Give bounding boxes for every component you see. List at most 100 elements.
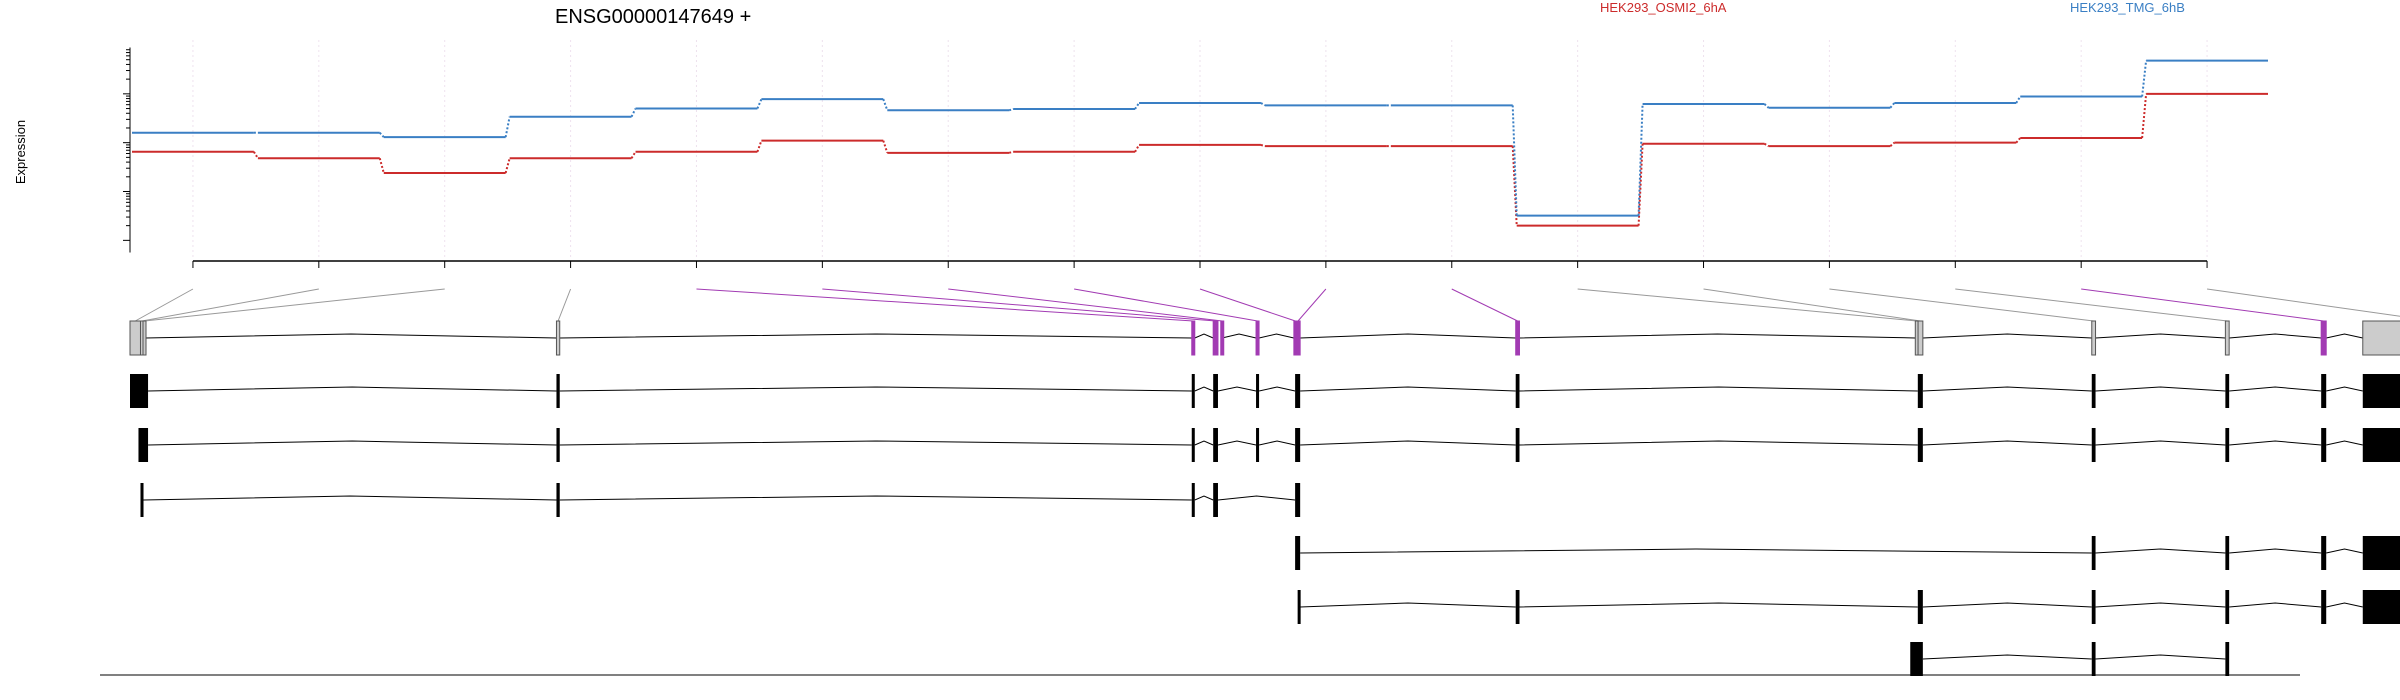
transcript-intron: [2095, 602, 2226, 608]
exon-connector-e001: [135, 288, 194, 322]
gene-intron: [1922, 333, 2092, 339]
series-connector: [2015, 137, 2021, 144]
transcript-intron: [1194, 440, 1214, 446]
transcript-exon: [130, 374, 149, 408]
gene-exon-e001: [129, 320, 141, 356]
series-connector: [882, 140, 889, 154]
transcript-intron: [559, 386, 1192, 392]
gene-exon-e003: [142, 320, 147, 356]
transcript-exon: [2091, 428, 2096, 462]
transcript-intron: [1519, 440, 1918, 446]
exon-connector-e005: [696, 288, 1194, 322]
series-line-1: [132, 92, 2268, 227]
exon-connector-e004: [557, 288, 572, 322]
transcript-intron: [2326, 386, 2363, 392]
transcript-intron: [2095, 548, 2226, 554]
transcript-intron: [1922, 440, 2092, 446]
gene-intron: [145, 333, 557, 339]
chart-title: ENSG00000147649 +: [555, 6, 751, 28]
transcript-5: [1297, 590, 2400, 624]
series-connector: [2141, 60, 2148, 97]
series-connector: [504, 157, 511, 174]
series-connector: [630, 151, 637, 159]
gene-intron: [2095, 333, 2226, 339]
transcript-exon: [2225, 642, 2230, 676]
transcript-exon: [1515, 374, 1520, 408]
y-axis: [123, 47, 131, 253]
transcript-exon: [1256, 374, 1260, 408]
transcript-intron: [2326, 440, 2363, 446]
transcript-exon: [1213, 428, 1218, 462]
transcript-exon: [2321, 428, 2327, 462]
transcript-intron: [1519, 602, 1918, 608]
series-connector: [378, 157, 385, 174]
gene-model: [129, 320, 2400, 356]
transcript-intron: [1922, 602, 2092, 608]
transcript-exon: [2362, 374, 2400, 408]
transcript-intron: [1300, 440, 1516, 446]
exon-connector-e006: [822, 288, 1216, 322]
transcript-exon: [1213, 374, 1218, 408]
gene-exon-e010: [1295, 320, 1301, 356]
transcript-intron: [2095, 440, 2226, 446]
series-connector: [756, 140, 763, 153]
gene-exon-e014: [2091, 320, 2097, 356]
transcript-intron: [143, 495, 557, 501]
gene-intron: [1258, 333, 1294, 339]
transcript-exon: [2091, 374, 2096, 408]
transcript-exon: [1295, 483, 1301, 517]
transcript-exon: [2225, 374, 2230, 408]
series-connector: [1134, 102, 1140, 110]
transcript-intron: [2095, 386, 2226, 392]
transcript-intron: [148, 440, 557, 446]
series-connector: [1889, 141, 1896, 147]
gene-exon-e015: [2224, 320, 2230, 356]
series-connector: [1134, 144, 1140, 153]
transcript-intron: [1217, 440, 1257, 446]
gene-exon-e016: [2320, 320, 2327, 356]
transcript-exon: [1295, 374, 1301, 408]
series-connector: [882, 98, 889, 111]
exon-connector-e014: [1829, 288, 2094, 322]
transcript-intron: [2326, 548, 2363, 554]
transcript-intron: [1194, 495, 1214, 501]
transcript-exon: [1213, 483, 1218, 517]
transcript-exon: [2362, 536, 2400, 570]
transcript-exon: [556, 428, 560, 462]
exon-connector-e015: [1955, 288, 2228, 322]
transcript-exon: [1295, 536, 1301, 570]
transcript-intron: [1922, 386, 2092, 392]
transcript-intron: [1300, 386, 1516, 392]
transcript-intron: [2229, 602, 2322, 608]
exon-connector-e017: [2206, 288, 2400, 317]
exon-connector-e011: [1451, 288, 1518, 322]
series-connector: [1763, 103, 1770, 109]
transcripts: [130, 374, 2400, 676]
transcript-intron: [1300, 548, 2092, 554]
series-connector: [630, 108, 637, 118]
gene-intron: [1194, 333, 1214, 339]
transcript-exon: [2225, 428, 2230, 462]
transcript-exon: [2091, 590, 2096, 624]
series-connector: [504, 116, 511, 138]
exon-connector-e013: [1703, 288, 1921, 322]
transcript-exon: [556, 374, 560, 408]
transcript-exon: [2225, 536, 2230, 570]
transcript-exon: [1191, 374, 1195, 408]
transcript-exon: [1917, 590, 1923, 624]
gene-exon-e013: [1917, 320, 1924, 356]
series-connector: [1637, 103, 1644, 216]
transcript-exon: [2321, 590, 2327, 624]
series-connector: [1008, 150, 1014, 154]
series-connector: [1637, 143, 1644, 226]
series-connector: [2015, 96, 2022, 104]
gene-intron: [559, 333, 1192, 339]
transcript-exon: [2225, 590, 2230, 624]
gene-exon-e006: [1212, 320, 1219, 356]
transcript-3: [140, 483, 1301, 517]
series-connector: [1889, 102, 1896, 109]
exon-connector-e012: [1577, 288, 1917, 322]
transcript-intron: [2229, 386, 2322, 392]
series-connector: [253, 151, 259, 159]
transcript-exon: [1256, 428, 1260, 462]
